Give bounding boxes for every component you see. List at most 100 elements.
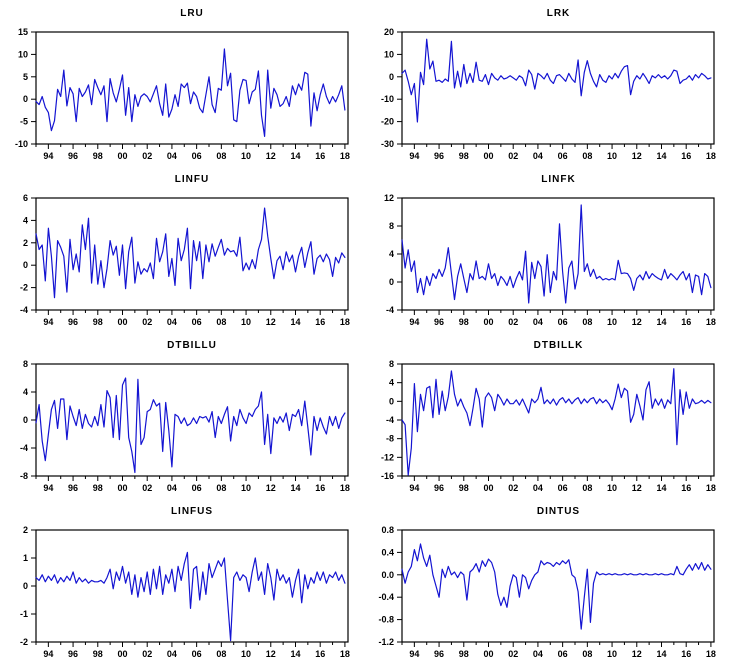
y-tick-label: -1 bbox=[20, 609, 28, 619]
x-tick-label: 18 bbox=[706, 317, 716, 327]
x-tick-label: 10 bbox=[241, 649, 251, 659]
y-tick-label: 4 bbox=[389, 249, 394, 259]
x-tick-label: 04 bbox=[167, 649, 177, 659]
plot-border bbox=[401, 31, 715, 145]
y-tick-label: -16 bbox=[381, 471, 394, 481]
y-tick-label: 0.0 bbox=[381, 570, 394, 580]
x-tick-label: 16 bbox=[315, 483, 325, 493]
y-tick-label: -8 bbox=[386, 434, 394, 444]
x-tick-label: 08 bbox=[582, 483, 592, 493]
series-line bbox=[35, 377, 346, 474]
x-tick-label: 04 bbox=[167, 317, 177, 327]
y-tick-label: 6 bbox=[23, 193, 28, 203]
y-tick-label: 0 bbox=[23, 581, 28, 591]
linfk-plot: 12 8 4 0 -4 94 96 98 00 02 04 06 08 10 12 14 16 18 bbox=[384, 193, 716, 327]
plot-border bbox=[401, 529, 715, 643]
lru-plot: 15 10 5 0 -5 -10 94 96 98 00 02 04 06 08 10 12 14 16 18 bbox=[15, 27, 350, 161]
x-tick-label: 00 bbox=[483, 317, 493, 327]
x-tick-label: 12 bbox=[632, 483, 642, 493]
x-tick-label: 12 bbox=[266, 151, 276, 161]
x-tick-label: 02 bbox=[142, 317, 152, 327]
chart-cell-linfus: LINFUS 2 1 0 -1 -2 94 96 98 00 02 04 06 08 10 12 14 16 18 bbox=[0, 498, 366, 664]
x-tick-label: 18 bbox=[340, 649, 350, 659]
chart-title: DTBILLU bbox=[167, 340, 217, 351]
x-tick-label: 94 bbox=[409, 483, 419, 493]
x-tick-label: 94 bbox=[43, 483, 53, 493]
x-tick-label: 98 bbox=[459, 317, 469, 327]
chart-cell-dtbillu: DTBILLU 8 4 0 -4 -8 94 96 98 00 02 04 06 08 10 12 14 16 1… bbox=[0, 332, 366, 498]
x-tick-label: 02 bbox=[142, 483, 152, 493]
series-line bbox=[401, 368, 712, 476]
y-tick-label: -4 bbox=[20, 443, 28, 453]
chart-cell-dintus: DINTUS 0.8 0.4 0.0 -0.4 -0.8 -1.2 94 96 98 00 02 04… bbox=[366, 498, 733, 664]
x-tick-label: 14 bbox=[290, 483, 300, 493]
y-tick-label: 0.8 bbox=[381, 525, 394, 535]
x-tick-label: 18 bbox=[706, 151, 716, 161]
y-tick-label: -5 bbox=[20, 117, 28, 127]
x-tick-label: 10 bbox=[607, 317, 617, 327]
x-tick-label: 16 bbox=[315, 151, 325, 161]
chart-title: LINFU bbox=[174, 174, 210, 185]
y-tick-label: -2 bbox=[20, 283, 28, 293]
y-tick-label: 2 bbox=[23, 525, 28, 535]
x-tick-label: 14 bbox=[290, 151, 300, 161]
x-tick-label: 96 bbox=[68, 649, 78, 659]
x-tick-label: 94 bbox=[409, 649, 419, 659]
x-tick-label: 98 bbox=[459, 151, 469, 161]
y-tick-label: -20 bbox=[381, 117, 394, 127]
y-tick-label: 0 bbox=[23, 415, 28, 425]
x-tick-label: 14 bbox=[656, 483, 666, 493]
y-tick-label: 0 bbox=[389, 277, 394, 287]
x-tick-label: 12 bbox=[632, 649, 642, 659]
x-tick-label: 16 bbox=[315, 649, 325, 659]
y-tick-label: 10 bbox=[18, 49, 28, 59]
x-tick-label: 02 bbox=[508, 649, 518, 659]
x-tick-label: 18 bbox=[340, 151, 350, 161]
x-tick-label: 98 bbox=[93, 483, 103, 493]
series-line bbox=[35, 207, 346, 299]
x-tick-label: 96 bbox=[68, 317, 78, 327]
x-tick-label: 96 bbox=[434, 483, 444, 493]
x-tick-label: 00 bbox=[483, 483, 493, 493]
x-tick-label: 06 bbox=[558, 483, 568, 493]
y-tick-label: -0.8 bbox=[378, 615, 394, 625]
x-tick-label: 00 bbox=[117, 649, 127, 659]
y-tick-label: 20 bbox=[384, 27, 394, 37]
x-tick-label: 06 bbox=[192, 151, 202, 161]
x-tick-label: 10 bbox=[607, 649, 617, 659]
y-tick-label: 0 bbox=[23, 260, 28, 270]
y-tick-label: 15 bbox=[18, 27, 28, 37]
x-tick-label: 96 bbox=[68, 151, 78, 161]
x-tick-label: 10 bbox=[241, 483, 251, 493]
x-tick-label: 94 bbox=[409, 151, 419, 161]
dtbillu-plot: 8 4 0 -4 -8 94 96 98 00 02 04 06 08 10 12 14 16 18 bbox=[20, 359, 350, 493]
series-line bbox=[401, 38, 712, 123]
chart-cell-lrk: LRK 20 10 0 -10 -20 -30 94 96 98 00 02 04 06 08 10 12 14… bbox=[366, 0, 733, 166]
x-tick-label: 00 bbox=[483, 151, 493, 161]
series-line bbox=[401, 543, 712, 630]
chart-title: DINTUS bbox=[536, 506, 581, 517]
chart-title: LINFUS bbox=[170, 506, 214, 517]
x-tick-label: 16 bbox=[681, 649, 691, 659]
x-tick-label: 08 bbox=[216, 317, 226, 327]
x-tick-label: 10 bbox=[607, 483, 617, 493]
x-tick-label: 04 bbox=[533, 649, 543, 659]
x-tick-label: 08 bbox=[582, 317, 592, 327]
x-tick-label: 00 bbox=[117, 483, 127, 493]
x-tick-label: 94 bbox=[409, 317, 419, 327]
chart-cell-lru: LRU 15 10 5 0 -5 -10 94 96 98 00 02 04 06 08 10 12 14 16 1… bbox=[0, 0, 366, 166]
y-tick-label: 2 bbox=[23, 238, 28, 248]
x-tick-label: 98 bbox=[459, 649, 469, 659]
y-tick-label: -0.4 bbox=[378, 592, 394, 602]
x-tick-label: 12 bbox=[266, 317, 276, 327]
y-tick-label: 5 bbox=[23, 72, 28, 82]
plot-border bbox=[35, 197, 349, 311]
x-tick-label: 08 bbox=[582, 151, 592, 161]
y-tick-label: -12 bbox=[381, 452, 394, 462]
y-tick-label: 8 bbox=[23, 359, 28, 369]
y-tick-label: -2 bbox=[20, 637, 28, 647]
x-tick-label: 94 bbox=[43, 649, 53, 659]
series-line bbox=[35, 48, 346, 138]
x-tick-label: 10 bbox=[241, 317, 251, 327]
